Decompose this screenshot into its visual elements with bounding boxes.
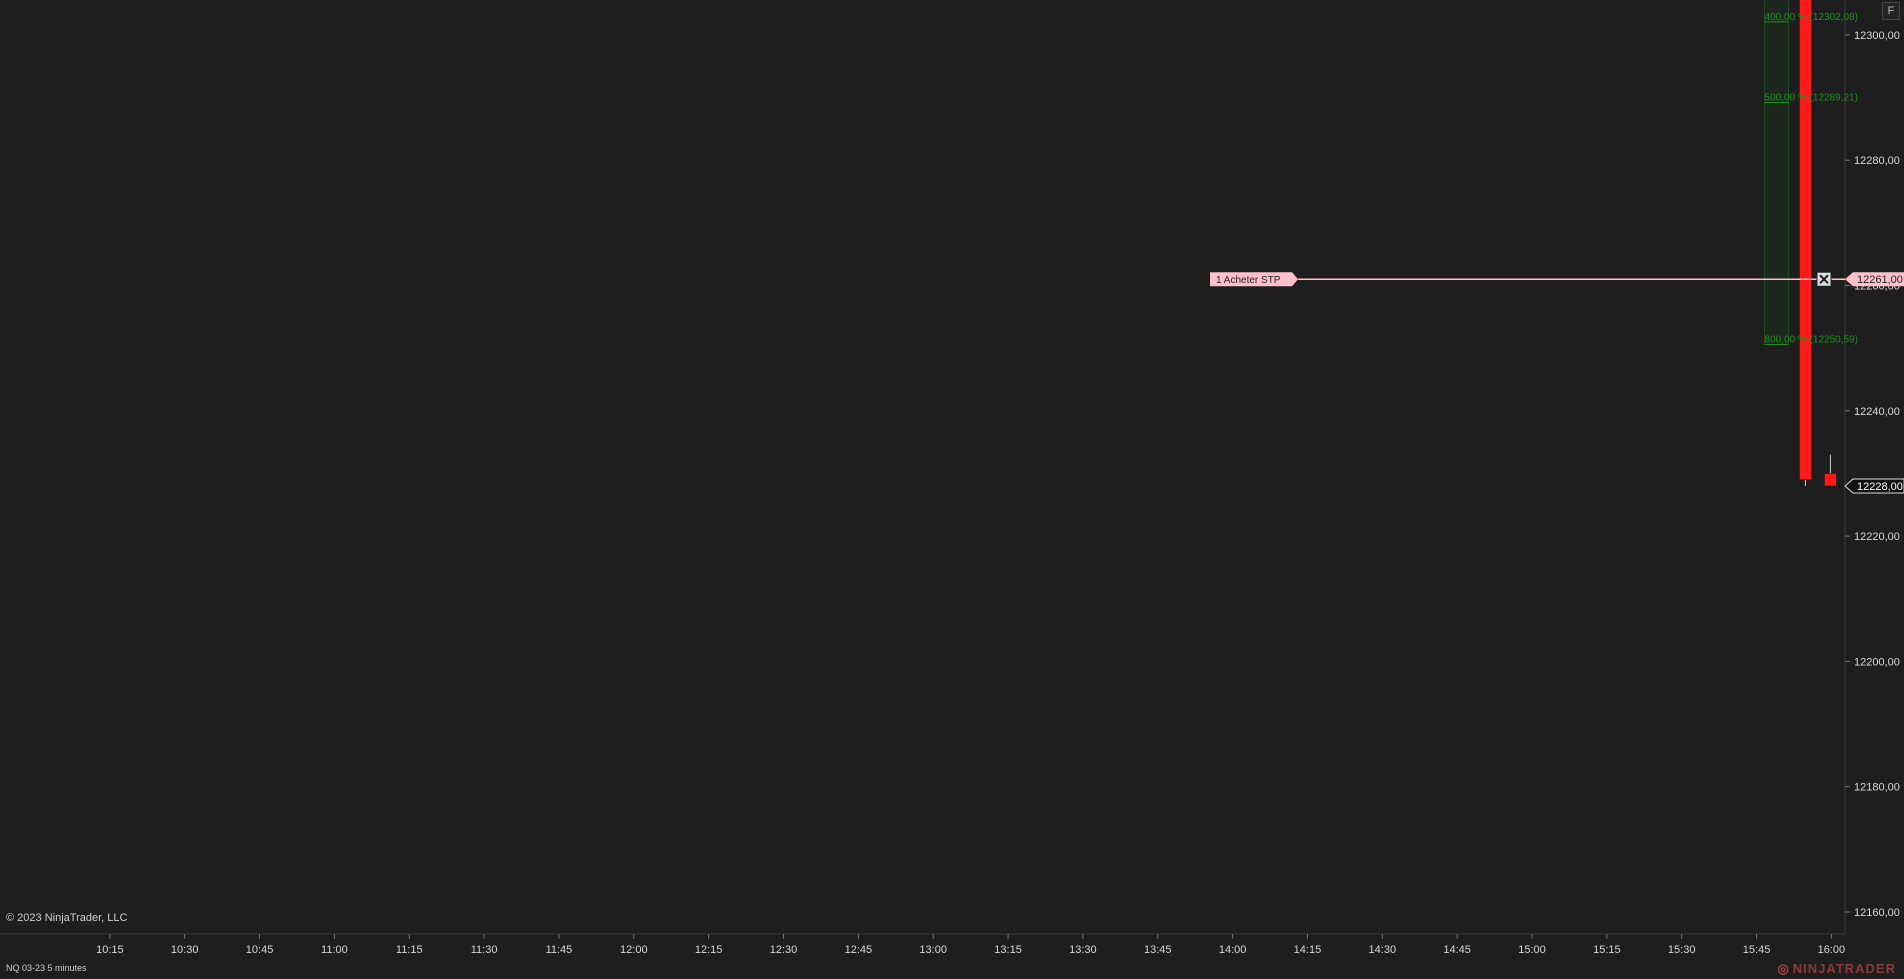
- price-tick-label: 12160,00: [1854, 907, 1900, 919]
- instrument-label: NQ 03-23 5 minutes: [6, 963, 87, 973]
- time-tick-label: 13:30: [1069, 944, 1097, 956]
- time-tick-label: 12:15: [695, 944, 723, 956]
- fibonacci-levels: -100,00 % (12366,45)0,00 % (12353,58)61,…: [1764, 0, 1858, 345]
- price-marker-current[interactable]: 12228,00: [1844, 478, 1904, 494]
- price-tick-label: 12240,00: [1854, 406, 1900, 418]
- time-tick-label: 14:45: [1443, 944, 1471, 956]
- ninjatrader-logo-icon: ◎: [1777, 961, 1790, 976]
- time-tick-label: 13:15: [994, 944, 1022, 956]
- candle-down: [1824, 473, 1837, 487]
- time-tick-label: 11:30: [471, 944, 498, 956]
- position-lines: [1298, 278, 1845, 280]
- close-icon-cross: [1819, 274, 1829, 284]
- price-axis[interactable]: 12420,0012400,0012380,0012360,0012340,00…: [1845, 0, 1900, 919]
- time-tick-label: 15:30: [1668, 944, 1696, 956]
- time-tick-label: 15:15: [1593, 944, 1621, 956]
- current-price-value: 12228,00: [1857, 481, 1903, 493]
- time-tick-label: 15:45: [1743, 944, 1771, 956]
- time-tick-label: 10:30: [171, 944, 199, 956]
- price-tick-label: 12180,00: [1854, 782, 1900, 794]
- time-tick-label: 11:00: [321, 944, 348, 956]
- time-tick-label: 12:00: [620, 944, 648, 956]
- stop-order-label[interactable]: 1 Acheter STP: [1210, 272, 1298, 287]
- price-marker-stop[interactable]: 12261,00: [1845, 272, 1904, 287]
- fib-level-label: 500,00 % (12289,21): [1765, 92, 1858, 103]
- time-tick-label: 10:45: [246, 944, 274, 956]
- fib-level-label: 800,00 % (12250,59): [1765, 334, 1858, 345]
- time-tick-label: 14:30: [1369, 944, 1397, 956]
- time-tick-label: 12:30: [770, 944, 798, 956]
- time-tick-label: 11:15: [396, 944, 423, 956]
- price-tick-label: 12220,00: [1854, 531, 1900, 543]
- price-tick-label: 12280,00: [1854, 155, 1900, 167]
- stop-price-tag: [1845, 272, 1904, 287]
- logo-text: NINJATRADER: [1792, 961, 1896, 976]
- candle-down: [1799, 0, 1812, 480]
- cancel-order-button[interactable]: [1816, 271, 1832, 287]
- time-tick-label: 14:00: [1219, 944, 1247, 956]
- time-tick-label: 13:00: [919, 944, 947, 956]
- time-tick-label: 16:00: [1818, 944, 1846, 956]
- chart-corner-button[interactable]: F: [1882, 2, 1900, 20]
- fib-extension-box: [1764, 0, 1790, 345]
- time-tick-label: 11:45: [546, 944, 573, 956]
- time-axis[interactable]: 10:15 10:30 10:45 11:00 11:15 11:30 11:45 12:00…: [96, 934, 1845, 956]
- copyright-text: © 2023 NinjaTrader, LLC: [6, 912, 128, 924]
- time-tick-label: 10:15: [96, 944, 124, 956]
- ninjatrader-logo: ◎ NINJATRADER: [1777, 961, 1896, 977]
- current-price-tag: [1844, 478, 1904, 494]
- time-tick-label: 14:15: [1294, 944, 1322, 956]
- time-tick-label: 15:00: [1518, 944, 1546, 956]
- fib-level-label: 400,00 % (12302,08): [1765, 12, 1858, 23]
- time-tick-label: 13:45: [1144, 944, 1172, 956]
- stop-order-text: 1 Acheter STP: [1216, 275, 1281, 286]
- stop-order-box: [1210, 272, 1298, 287]
- price-tick-label: 12200,00: [1854, 656, 1900, 668]
- stop-price-value: 12261,00: [1857, 274, 1903, 286]
- time-tick-label: 12:45: [845, 944, 873, 956]
- candlestick-series: [1799, 0, 1837, 487]
- price-tick-label: 12300,00: [1854, 30, 1900, 42]
